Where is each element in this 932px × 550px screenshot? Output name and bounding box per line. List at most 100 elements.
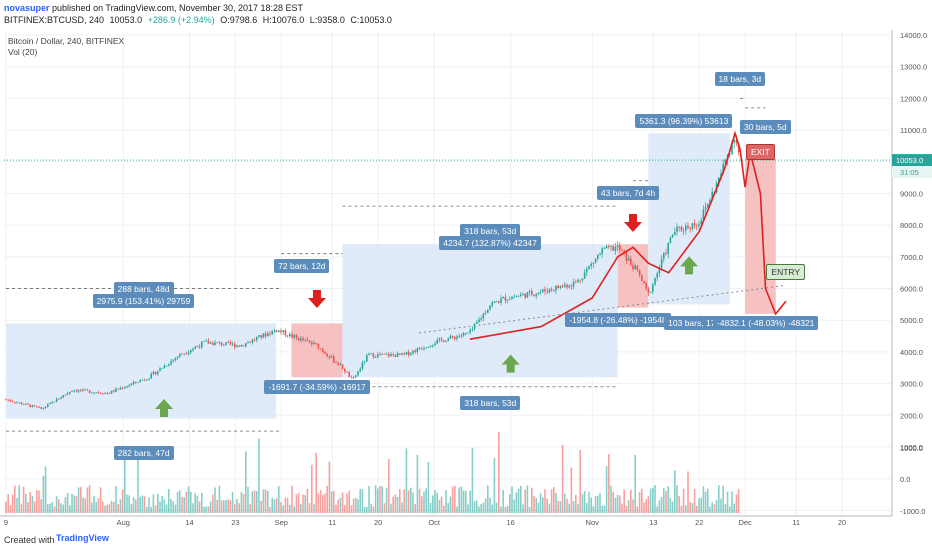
- candle-body: [196, 346, 199, 348]
- measure-label-change-up-2[interactable]: 4234.7 (132.87%) 42347: [439, 235, 541, 250]
- volume-bar: [302, 494, 304, 513]
- candle-body: [520, 294, 522, 297]
- exit-callout[interactable]: EXIT: [745, 143, 775, 160]
- candle-body: [300, 338, 302, 341]
- volume-bar: [671, 501, 674, 513]
- volume-bar: [159, 501, 161, 513]
- volume-bar: [161, 496, 163, 513]
- candle-body: [665, 252, 667, 254]
- candle-body: [691, 223, 694, 229]
- volume-bar: [75, 496, 78, 513]
- candle-body: [542, 289, 544, 292]
- measure-label-bars-down-3[interactable]: 30 bars, 5d: [740, 119, 791, 134]
- volume-bar: [18, 485, 20, 513]
- projection-curve[interactable]: [469, 130, 787, 340]
- measure-label-bars-up-3[interactable]: 103 bars, 17d: [664, 316, 725, 331]
- candle-body: [399, 353, 401, 355]
- volume-bar: [608, 454, 610, 513]
- candle-body: [427, 347, 430, 348]
- range-label-bottom[interactable]: 318 bars, 53d: [460, 395, 521, 410]
- volume-bar: [31, 496, 34, 513]
- measure-label-change-down-1[interactable]: -1691.7 (-34.59%) -16917: [264, 379, 370, 394]
- measure-box-up-3[interactable]: [648, 133, 730, 305]
- volume-bar: [240, 491, 243, 513]
- candle-body: [29, 404, 31, 407]
- candle-body: [297, 337, 300, 341]
- volume-bar: [366, 506, 368, 513]
- candle-body: [555, 285, 557, 291]
- volume-bar: [286, 497, 289, 513]
- candle-body: [649, 291, 652, 293]
- tradingview-logo[interactable]: TradingView: [56, 533, 109, 543]
- entry-callout[interactable]: ENTRY: [766, 264, 806, 281]
- volume-bar: [47, 504, 49, 513]
- measure-label-change-down-3[interactable]: -4832.1 (-48.03%) -48321: [713, 316, 819, 331]
- author-name[interactable]: novasuper: [4, 3, 50, 13]
- candle-body: [480, 318, 482, 320]
- measure-box-down-1[interactable]: [291, 323, 343, 378]
- volume-bar: [165, 504, 168, 513]
- volume-bar: [242, 494, 245, 513]
- candle-body: [154, 372, 157, 375]
- x-tick-label: Oct: [428, 518, 441, 527]
- candle-body: [685, 225, 687, 231]
- candle-body: [627, 258, 630, 261]
- candle-body: [84, 389, 86, 391]
- volume-bar: [627, 500, 630, 513]
- volume-bar: [203, 506, 205, 513]
- volume-bar: [680, 505, 683, 513]
- volume-bar: [82, 497, 84, 513]
- low-value: L:9358.0: [309, 15, 345, 25]
- candle-body: [660, 258, 663, 268]
- candle-body: [436, 340, 438, 344]
- candle-body: [135, 381, 137, 383]
- volume-bar: [337, 499, 339, 513]
- chart-area[interactable]: 1000.0 2000.0 3000.0 4000.0 5000.0 6000.0 7000…: [0, 30, 932, 527]
- measure-label-change-up-1[interactable]: 2975.9 (153.41%) 29759: [92, 294, 195, 309]
- measure-label-bars-down-1[interactable]: 72 bars, 12d: [274, 259, 330, 274]
- candle-body: [454, 337, 456, 339]
- candle-body: [487, 309, 489, 313]
- volume-bar: [731, 491, 733, 513]
- candle-body: [669, 237, 672, 244]
- volume-bar: [456, 506, 458, 513]
- volume-bar: [478, 506, 480, 513]
- measure-label-change-down-2[interactable]: -1954.8 (-26.48%) -19548: [565, 313, 671, 328]
- range-label-top-3[interactable]: 18 bars, 3d: [714, 72, 766, 87]
- volume-bar: [698, 498, 700, 513]
- candle-body: [225, 342, 227, 345]
- measure-box-up-2[interactable]: [342, 244, 618, 378]
- volume-bar: [212, 494, 214, 513]
- volume-bar: [185, 491, 188, 513]
- measure-label-bars-up-1[interactable]: 288 bars, 48d: [113, 281, 174, 296]
- candle-body: [5, 399, 7, 401]
- arrow-down-icon: [307, 290, 326, 309]
- candle-body: [674, 232, 676, 235]
- candle-body: [500, 298, 502, 303]
- measure-label-bars-up-2[interactable]: 318 bars, 53d: [460, 224, 521, 239]
- volume-bar: [379, 486, 381, 513]
- volume-bar: [590, 497, 592, 513]
- measure-label-change-up-3[interactable]: 5361.3 (96.39%) 53613: [635, 113, 733, 128]
- measure-label-bars-down-2[interactable]: 43 bars, 7d 4h: [596, 186, 660, 201]
- volume-bar: [280, 502, 282, 513]
- candle-body: [11, 401, 14, 403]
- volume-bar: [687, 471, 689, 513]
- candle-body: [451, 335, 454, 338]
- chart-svg[interactable]: 1000.0 2000.0 3000.0 4000.0 5000.0 6000.0 7000…: [0, 30, 932, 527]
- countdown-box: [892, 167, 932, 179]
- volume-bar: [5, 501, 7, 513]
- candle-body: [625, 252, 628, 261]
- candle-body: [443, 340, 445, 342]
- range-label-bottom-2[interactable]: 282 bars, 47d: [113, 446, 174, 461]
- measure-box-down-3[interactable]: [745, 158, 776, 314]
- candle-body: [205, 340, 207, 342]
- measure-box-up-1[interactable]: [6, 323, 277, 419]
- measure-box-down-2[interactable]: [617, 244, 649, 308]
- volume-bar: [300, 504, 302, 513]
- candle-body: [616, 245, 619, 247]
- support-trendline[interactable]: [418, 284, 786, 334]
- x-tick-label: Aug: [117, 518, 130, 527]
- volume-bar: [621, 503, 623, 513]
- candle-body: [330, 356, 333, 358]
